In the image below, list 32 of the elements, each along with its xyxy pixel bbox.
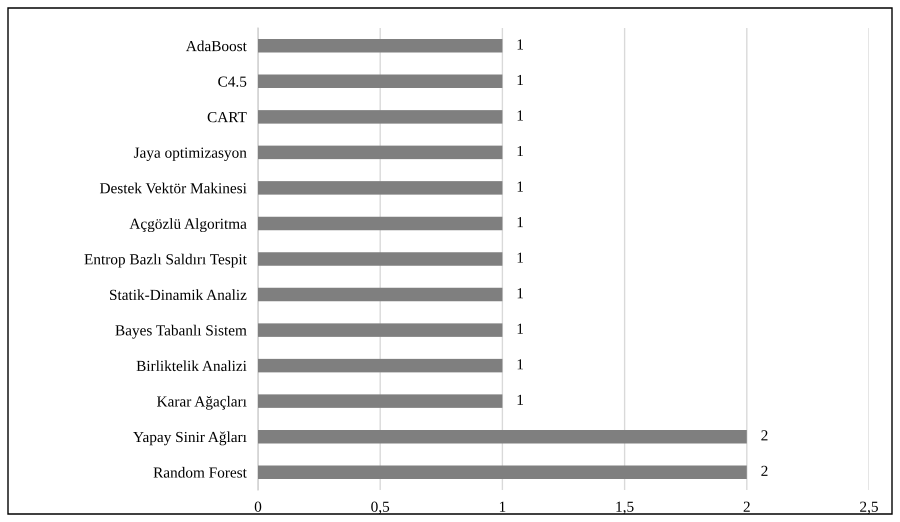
- data-label: 1: [518, 288, 524, 298]
- data-label: 2: [761, 430, 768, 440]
- data-label: 1: [518, 110, 524, 121]
- y-tick-label: Karar Ağaçları: [156, 396, 247, 410]
- y-tick-label: Statik-Dinamik Analiz: [110, 289, 246, 300]
- data-label: 1: [518, 74, 524, 85]
- y-tick-label: Random Forest: [154, 466, 247, 478]
- y-tick-label: CART: [208, 112, 247, 122]
- x-tick-label: 2: [744, 502, 750, 512]
- y-tick-label: Yapay Sinir Ağları: [133, 431, 247, 446]
- data-label: 1: [518, 182, 524, 192]
- x-tick-label: 1,5: [616, 502, 634, 514]
- y-tick-label: Jaya optimizasyon: [134, 148, 247, 161]
- y-tick-label: AdaBoost: [186, 40, 247, 52]
- x-tick-label: 0,5: [371, 502, 390, 514]
- y-tick-label: C4.5: [218, 76, 246, 87]
- x-tick-label: 2,5: [860, 502, 878, 514]
- y-tick-label: Bayes Tabanlı Sistem: [115, 324, 247, 339]
- data-label: 1: [518, 324, 524, 334]
- data-label: 1: [518, 252, 524, 263]
- x-tick-label: 1: [500, 502, 506, 512]
- y-tick-label: Entrop Bazlı Saldırı Tespit: [84, 254, 247, 268]
- data-label: 2: [761, 466, 768, 476]
- y-tick-label: Açgözlü Algoritma: [130, 218, 247, 232]
- y-tick-label: Destek Vektör Makinesi: [100, 182, 247, 194]
- y-tick-label: Birliktelik Analizi: [136, 360, 247, 372]
- data-label: 1: [518, 217, 524, 228]
- data-label: 1: [518, 146, 524, 156]
- x-tick-label: 0: [254, 502, 262, 512]
- data-label: 1: [518, 359, 524, 370]
- data-label: 1: [518, 39, 524, 50]
- data-label: 1: [518, 394, 524, 405]
